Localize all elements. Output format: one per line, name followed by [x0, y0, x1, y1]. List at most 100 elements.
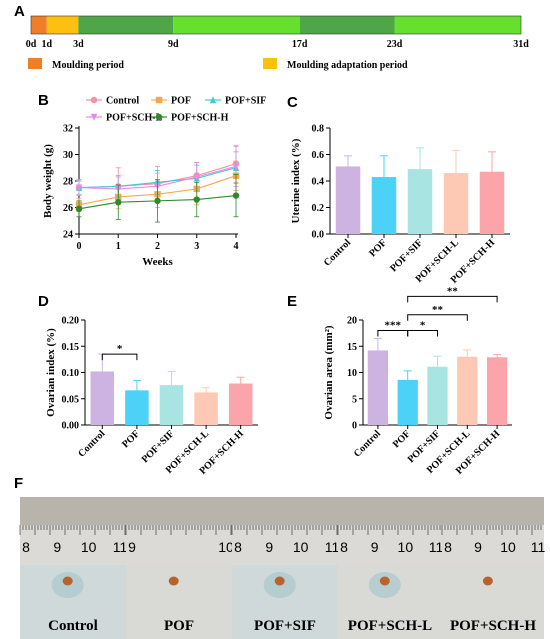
b-point [232, 192, 240, 199]
e-sig-bracket-2 [407, 314, 468, 321]
e-bar-1 [397, 379, 418, 425]
b-legend-label-0: Control [106, 96, 139, 107]
b-legend-marker [155, 96, 163, 104]
d-xtick-label: Control [76, 428, 107, 459]
timeline-segment-2 [78, 16, 174, 34]
timeline-segment-5 [394, 16, 521, 34]
panel-letter-c: C [287, 94, 298, 111]
b-ytick-label: 26 [63, 203, 73, 214]
timeline-segment-3 [173, 16, 300, 34]
b-point [154, 197, 161, 205]
ruler-number: 10 [218, 539, 234, 555]
photo-label-2: POF+SIF [254, 618, 316, 634]
e-bar-3 [457, 356, 478, 425]
b-xtick-label: 2 [155, 241, 160, 252]
timeline-border [30, 15, 522, 35]
ruler-number: 10 [500, 539, 516, 555]
photo-label-4: POF+SCH-H [450, 618, 536, 634]
timeline-tick-17d: 17d [292, 39, 308, 50]
ruler-number: 9 [474, 539, 482, 555]
b-point [75, 184, 83, 192]
d-y-axis-label: Ovarian index (%) [45, 328, 57, 417]
d-ytick-label: 0.00 [62, 421, 80, 432]
ruler-number: 8 [340, 539, 348, 555]
timeline-segment-1 [46, 16, 79, 34]
c-xtick-label: POF+SIF [388, 237, 425, 274]
timeline-tick-23d: 23d [387, 39, 403, 50]
d-sig-label-0: * [117, 343, 123, 355]
panel-letter-e: E [287, 293, 297, 310]
ruler-number: 8 [234, 539, 242, 555]
e-ytick-label: 15 [347, 342, 357, 353]
b-legend-marker [90, 113, 98, 121]
photo-background-bottom-1 [126, 565, 232, 639]
photo-background-bottom-4 [442, 565, 544, 639]
d-ytick-label: 0.05 [62, 394, 80, 405]
b-legend-label-4: POF+SCH-H [171, 113, 229, 124]
c-ytick-label: 0.0 [312, 230, 325, 241]
ruler-2 [232, 525, 338, 565]
e-sig-label-2: ** [432, 304, 444, 316]
b-legend-marker [155, 113, 163, 121]
ovary-photo-strip: 8 9 10 11 Control 9 10 POF 8 9 10 11 POF+SIF 8 9 10 11 PO… [19, 497, 545, 639]
photo-background-top-3 [338, 497, 442, 525]
ruler-number: 9 [371, 539, 379, 555]
b-legend-label-1: POF [171, 96, 191, 107]
b-point [75, 205, 83, 213]
c-xtick-label: Control [322, 237, 353, 268]
d-bar-1 [125, 390, 149, 425]
ruler-number: 11 [325, 539, 340, 555]
c-bar-4 [479, 171, 505, 234]
ovary-sample-1 [168, 576, 179, 586]
timeline-tick-31d: 31d [513, 39, 529, 50]
c-y-axis-label: Uterine index (%) [290, 138, 302, 223]
panel-letter-f: F [14, 475, 23, 492]
e-ytick-label: 5 [352, 394, 357, 405]
b-xtick-label: 1 [116, 241, 121, 252]
d-bar-3 [194, 392, 218, 425]
ovarian-index-chart: 0.00 0.05 0.10 0.15 0.20 Ovarian index (%) Con… [45, 316, 258, 477]
c-ytick-label: 0.6 [312, 150, 325, 161]
e-sig-label-1: * [420, 320, 426, 332]
d-xtick-label: POF [120, 428, 142, 450]
c-bar-0 [335, 166, 361, 234]
e-ytick-label: 20 [347, 316, 357, 327]
b-ytick-label: 32 [63, 124, 73, 135]
b-ytick-label: 24 [63, 230, 73, 241]
e-sig-label-0: *** [385, 320, 402, 332]
ruler-number: 10 [293, 539, 309, 555]
d-ytick-label: 0.20 [62, 316, 80, 327]
b-legend-marker [209, 96, 217, 104]
panel-letter-b: B [38, 92, 49, 109]
b-xtick-label: 4 [234, 241, 239, 252]
timeline-legend-label-1: Moulding adaptation period [287, 60, 408, 71]
e-xtick-label: POF [391, 428, 413, 450]
ovary-sample-2 [274, 576, 285, 586]
timeline-tick-1d: 1d [42, 39, 53, 50]
panel-letter-a: A [14, 3, 25, 20]
ruler-3 [338, 525, 442, 565]
c-ytick-label: 0.8 [312, 124, 325, 135]
e-y-axis-label: Ovarian area (mm²) [323, 325, 335, 419]
timeline-legend-swatch-1 [263, 58, 277, 69]
ruler-number: 10 [398, 539, 414, 555]
timeline-tick-3d: 3d [73, 39, 84, 50]
e-sig-label-3: ** [447, 285, 459, 297]
timeline-segment-0 [31, 16, 47, 34]
timeline-legend-label-0: Moulding period [52, 60, 124, 71]
e-bar-2 [427, 366, 448, 425]
d-ytick-label: 0.15 [62, 342, 80, 353]
ruler-0 [20, 525, 126, 565]
e-ytick-label: 0 [352, 421, 357, 432]
b-point [193, 196, 200, 203]
e-sig-bracket-3 [407, 295, 498, 303]
d-ytick-label: 0.10 [62, 368, 80, 379]
photo-label-0: Control [48, 618, 98, 634]
timeline-tick-9d: 9d [168, 39, 179, 50]
ovary-sample-0 [62, 576, 73, 586]
ruler-number: 8 [22, 539, 30, 555]
ruler-4 [442, 525, 544, 565]
timeline-legend-swatch-0 [28, 58, 42, 69]
d-bar-4 [228, 383, 253, 425]
